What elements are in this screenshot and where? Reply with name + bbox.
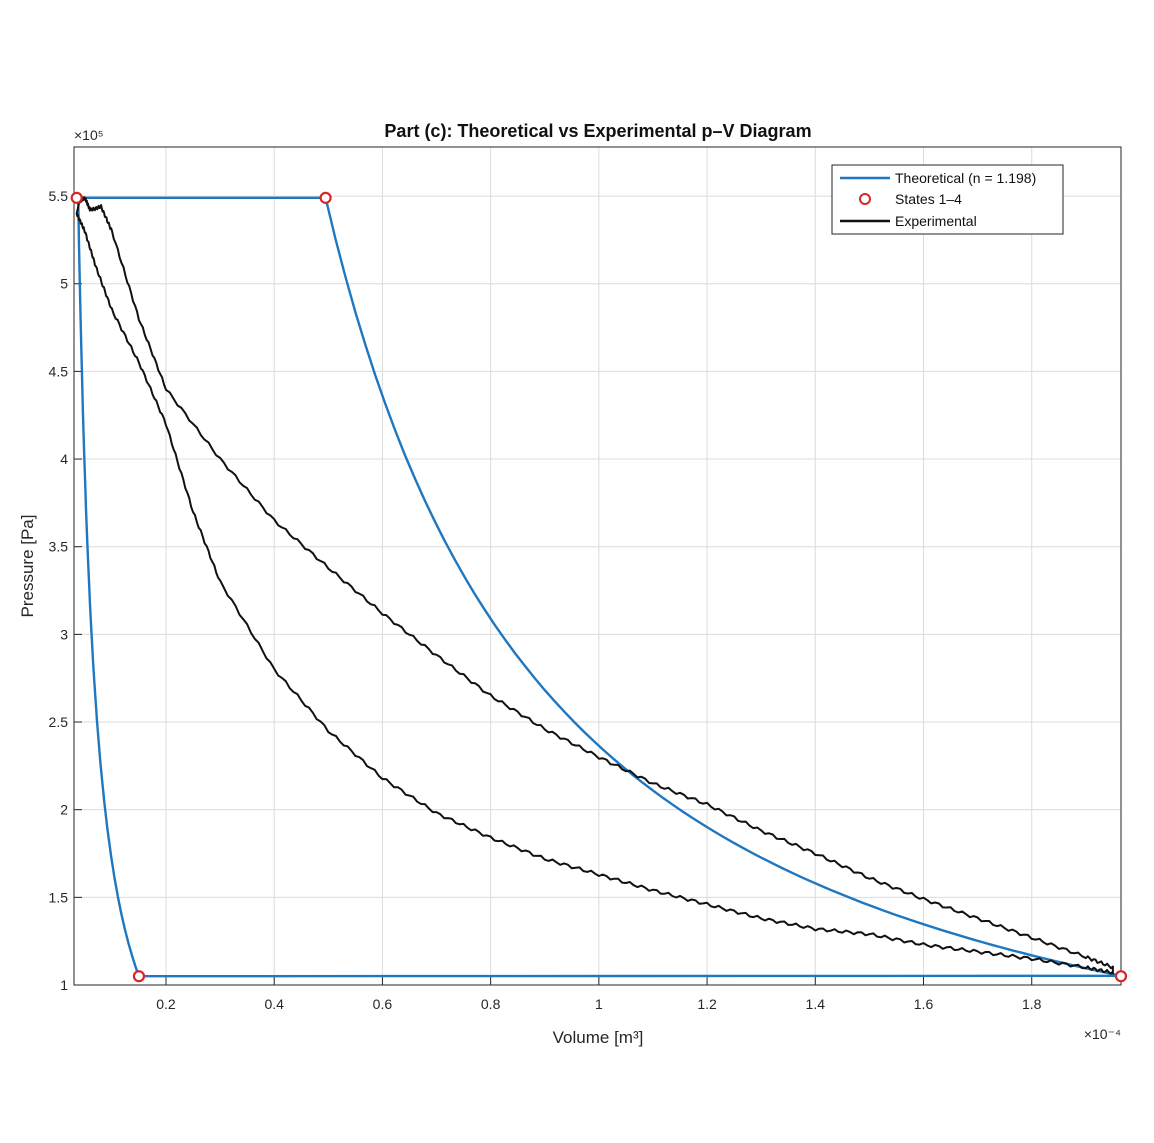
axes-box — [73, 146, 1122, 986]
x-tick-label: 0.6 — [373, 996, 393, 1012]
y-axis-label: Pressure [Pa] — [18, 515, 37, 618]
state-marker — [132, 970, 146, 983]
x-tick-label: 1.4 — [806, 996, 826, 1012]
legend-label-experimental: Experimental — [895, 213, 977, 229]
legend-label-theoretical: Theoretical (n = 1.198) — [895, 170, 1036, 186]
y-tick-label: 1.5 — [49, 889, 69, 905]
legend-label-states: States 1–4 — [895, 191, 962, 207]
y-tick-label: 2 — [60, 802, 68, 818]
y-tick-label: 3.5 — [49, 539, 69, 555]
legend-swatch-states — [859, 193, 871, 205]
y-tick-label: 5 — [60, 276, 68, 292]
state-marker — [1114, 970, 1128, 983]
y-tick-label: 3 — [60, 626, 68, 642]
x-axis-label: Volume [m³] — [553, 1028, 644, 1047]
y-tick-label: 2.5 — [49, 714, 69, 730]
state-marker — [319, 191, 332, 204]
x-tick-label: 0.8 — [481, 996, 501, 1012]
x-tick-label: 1.8 — [1022, 996, 1042, 1012]
axis-ticks: 0.2 0.4 0.6 0.8 1 1.2 1.4 1.6 1.8 1 1.5 2 2.5 3 3.5 4 4.… — [49, 188, 1042, 1012]
x-tick-label: 0.2 — [156, 996, 176, 1012]
plot-series — [70, 191, 1128, 983]
y-axis-multiplier: ×10⁵ — [74, 127, 104, 143]
x-tick-label: 1.6 — [914, 996, 934, 1012]
y-tick-label: 1 — [60, 977, 68, 993]
x-tick-label: 1.2 — [697, 996, 717, 1012]
y-tick-label: 4 — [60, 451, 68, 467]
chart-title: Part (c): Theoretical vs Experimental p–… — [384, 121, 811, 141]
state-marker — [70, 191, 83, 204]
x-tick-label: 0.4 — [264, 996, 284, 1012]
legend: Theoretical (n = 1.198) States 1–4 Exper… — [831, 164, 1064, 235]
experimental-loop-line — [75, 196, 1114, 975]
y-tick-label: 4.5 — [49, 363, 69, 379]
y-tick-label: 5.5 — [49, 188, 69, 204]
x-axis-multiplier: ×10⁻⁴ — [1084, 1026, 1121, 1042]
x-tick-label: 1 — [595, 996, 603, 1012]
